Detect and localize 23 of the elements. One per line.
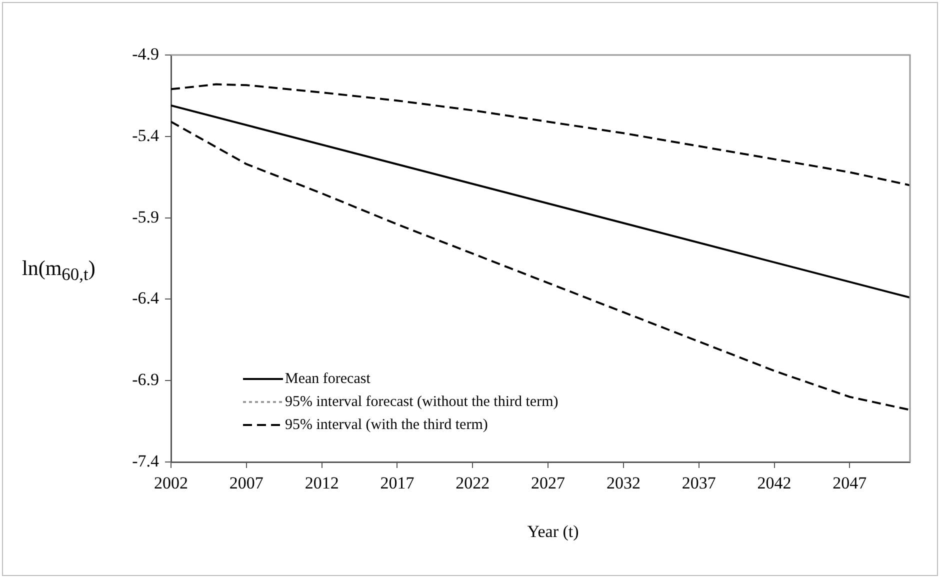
x-tick-label: 2037 [682,474,716,493]
x-tick-label: 2047 [832,474,868,493]
y-tick-label: -6.4 [132,288,160,308]
x-tick-label: 2022 [456,474,490,493]
legend-label: 95% interval forecast (without the third term) [285,394,558,410]
x-tick-label: 2012 [304,474,339,493]
x-tick-label: 2032 [606,474,640,493]
y-tick-label: -5.9 [132,207,159,226]
x-tick-label: 2042 [757,474,792,493]
y-tick-label: -7.4 [132,451,160,470]
x-tick-label: 2017 [380,474,415,493]
line-series [171,120,910,411]
line-series [171,83,910,186]
x-tick-label: 2007 [229,474,264,493]
y-tick-label: -6.9 [132,370,159,390]
legend-label: 95% interval (with the third term) [285,416,488,433]
y-axis-title: ln(m$_{60,t}$) [22,256,96,286]
y-tick-label: -4.9 [132,44,159,64]
y-tick-label: -5.4 [132,126,160,145]
x-tick-label: 2002 [154,474,188,493]
x-tick-label: 2027 [531,474,566,493]
legend-label: Mean forecast [285,370,372,387]
x-axis-title: Year (t) [527,522,579,541]
